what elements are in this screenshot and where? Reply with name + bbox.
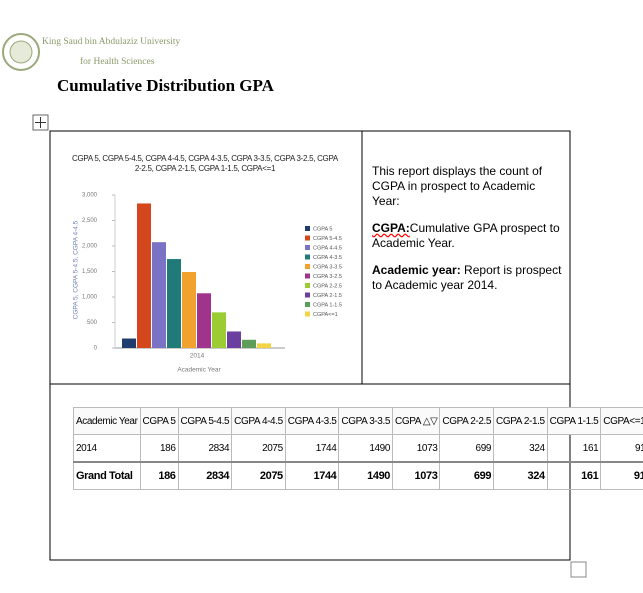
y-tick-label: 500 [87, 320, 98, 326]
cell: 324 [493, 461, 548, 490]
bar [167, 259, 181, 348]
y-tick-label: 2,500 [82, 218, 98, 224]
cell: 91 [600, 461, 643, 490]
bar [227, 331, 241, 348]
cell: 699 [439, 461, 495, 490]
cell: 161 [546, 434, 602, 463]
header-cell: Academic Year [73, 407, 141, 435]
cell: 2834 [177, 434, 233, 463]
bar [257, 343, 271, 348]
legend-swatch [305, 245, 310, 250]
outer-box [49, 130, 571, 561]
chart: 0 500 1,000 1,500 2,000 2,500 3,000 CGPA 5, CGP… [73, 193, 342, 374]
cell: 2014 [73, 434, 141, 463]
bar [242, 339, 256, 348]
cell: 324 [493, 434, 548, 463]
legend-swatch [305, 273, 310, 279]
logo-inner [9, 40, 33, 64]
row: Grand Total 186 2834 2075 1744 1490 1073 699 324… [73, 461, 643, 490]
legend-swatch [305, 235, 310, 241]
legend-label: CGPA 1-1.5 [313, 302, 342, 308]
header-cell: CGPA 2-1.5 [493, 407, 548, 435]
logo [2, 33, 40, 71]
legend-label: CGPA 4-4.5 [313, 245, 342, 251]
cell: 1490 [338, 461, 394, 490]
page-title: Cumulative Distribution GPA [57, 76, 274, 95]
legend-label: CGPA 4-3.5 [313, 255, 342, 261]
header-row: Academic Year CGPA 5 CGPA 5-4.5 CGPA 4-4.5 C… [73, 407, 643, 435]
row: 2014 186 2834 2075 1744 1490 1073 699 324 161 91 [73, 434, 643, 463]
bar [212, 312, 226, 348]
bar [197, 293, 211, 348]
term: CGPA: [372, 221, 410, 235]
cell: 1744 [284, 461, 340, 490]
legend-label: CGPA 2-1.5 [313, 293, 342, 299]
legend-swatch [305, 292, 310, 298]
legend-label: CGPA 3-3.5 [313, 264, 342, 270]
text: Cumulative GPA prospect to Academic Year… [372, 221, 560, 250]
logo-text: for Health Sciences [80, 56, 155, 67]
legend-label: CGPA<=1 [313, 312, 338, 318]
legend-label: CGPA 5 [313, 226, 332, 232]
logo-text: King Saud bin Abdulaziz University [42, 37, 181, 47]
term: Academic year: [372, 263, 461, 277]
resize-handle[interactable] [570, 561, 587, 578]
y-tick-label: 0 [94, 346, 98, 352]
header-cell: CGPA 5-4.5 [177, 407, 233, 435]
description: This report displays the count of CGPA i… [372, 164, 564, 305]
header-cell: CGPA △▽ [392, 407, 441, 435]
legend-swatch [305, 283, 310, 288]
chart-title-box: CGPA 5, CGPA 5-4.5, CGPA 4-4.5, CGPA 4-3… [72, 154, 338, 173]
header-cell: CGPA<=1 [600, 407, 643, 435]
legend-swatch [305, 254, 310, 260]
legend-label: CGPA 3-2.5 [313, 274, 342, 280]
header-cell: CGPA 2-2.5 [439, 407, 495, 435]
text: Report is prospect to Academic year 2014… [372, 263, 562, 292]
bar [137, 203, 151, 348]
header-cell: CGPA 3-3.5 [338, 407, 394, 435]
cell: 186 [139, 434, 179, 463]
item: Academic year: Report is prospect to Aca… [372, 263, 564, 293]
intro: This report displays the count of CGPA i… [372, 164, 543, 208]
legend-label: CGPA 2-2.5 [313, 283, 342, 289]
move-icon [35, 117, 46, 128]
y-axis-title: CGPA 5, CGPA 5-4.5, CGPA 4-4.5 [73, 220, 80, 319]
header-cell: CGPA 5 [139, 407, 179, 435]
y-tick-label: 1,000 [82, 295, 98, 301]
bar [122, 338, 136, 348]
cell: 186 [139, 461, 179, 490]
legend-label: CGPA 5-4.5 [313, 236, 342, 242]
header-cell: CGPA 1-1.5 [546, 407, 602, 435]
y-tick-label: 2,000 [82, 244, 98, 250]
header-cell: CGPA 4-4.5 [231, 407, 286, 435]
y-tick-label: 1,500 [82, 269, 98, 275]
cell: 161 [546, 461, 602, 490]
x-tick-label: 2014 [190, 353, 205, 360]
data-table: Academic Year CGPA 5 CGPA 5-4.5 CGPA 4-4.5 C… [73, 407, 643, 490]
cell: 1744 [284, 434, 340, 463]
legend-swatch [305, 226, 310, 231]
legend-swatch [305, 302, 310, 307]
cell: Grand Total [73, 461, 141, 490]
cell: 1073 [392, 434, 441, 463]
bar [182, 272, 196, 348]
y-tick-label: 3,000 [82, 193, 98, 199]
cell: 2075 [231, 434, 286, 463]
cell: 699 [439, 434, 495, 463]
cell: 1073 [392, 461, 441, 490]
header-cell: CGPA 4-3.5 [284, 407, 340, 435]
cell: 2075 [231, 461, 286, 490]
cell: 1490 [338, 434, 394, 463]
item: CGPA:Cumulative GPA prospect to Academic… [372, 221, 564, 251]
cell: 2834 [177, 461, 233, 490]
legend-swatch [305, 264, 310, 269]
chart-title: CGPA 5, CGPA 5-4.5, CGPA 4-4.5, CGPA 4-3… [72, 154, 338, 173]
cell: 91 [600, 434, 643, 463]
bar [152, 242, 166, 348]
x-axis-title: Academic Year [177, 367, 221, 374]
legend-swatch [305, 311, 310, 317]
